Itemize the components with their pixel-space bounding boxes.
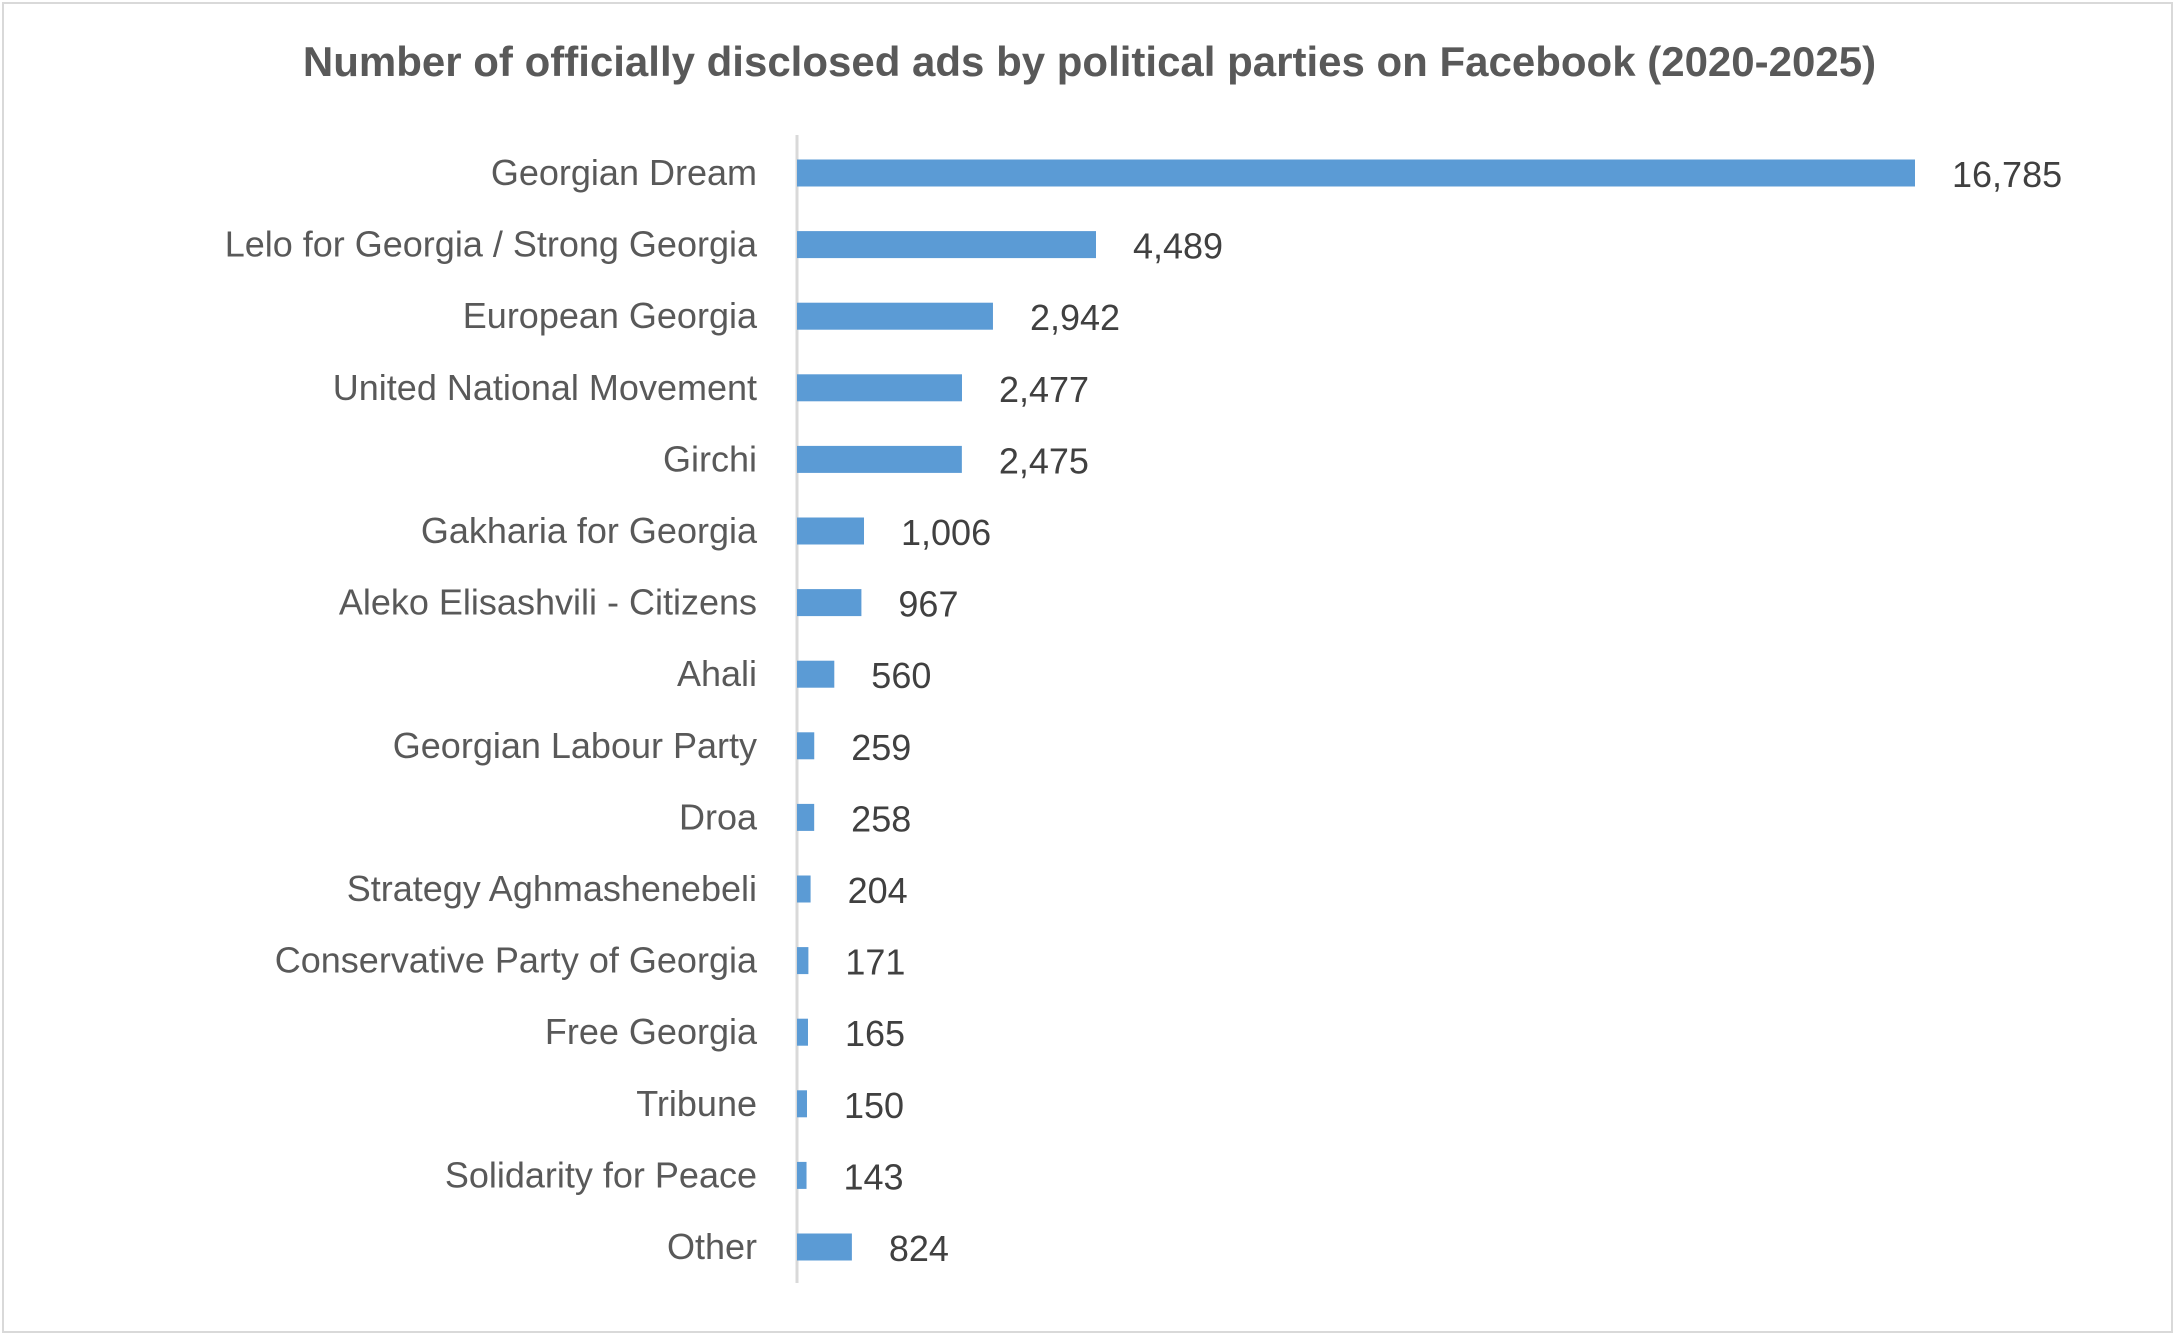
bar-georgian-labour-party: [797, 732, 815, 760]
category-label: Ahali: [677, 653, 757, 694]
bar-strategy-aghmashenebeli: [797, 875, 811, 903]
data-label: 2,475: [999, 440, 1089, 481]
category-label: Solidarity for Peace: [445, 1154, 757, 1195]
category-label: Tribune: [636, 1083, 757, 1124]
bar-girchi: [797, 445, 962, 473]
category-label: Free Georgia: [545, 1011, 758, 1052]
bar-georgian-dream: [797, 159, 1915, 187]
data-label: 1,006: [901, 512, 991, 553]
category-label: Gakharia for Georgia: [421, 510, 758, 551]
data-label: 204: [848, 870, 908, 911]
category-label: Georgian Labour Party: [393, 725, 757, 766]
bar-aleko-elisashvili-citizens: [797, 589, 862, 617]
bars-group: [797, 159, 1915, 1261]
category-label: Georgian Dream: [491, 152, 757, 193]
category-label: Conservative Party of Georgia: [275, 940, 758, 981]
category-label: Droa: [679, 796, 758, 837]
category-label: European Georgia: [463, 295, 758, 336]
bar-ahali: [797, 660, 835, 688]
category-label: Aleko Elisashvili - Citizens: [339, 582, 757, 623]
category-label: United National Movement: [333, 367, 757, 408]
bar-other: [797, 1233, 852, 1261]
data-label: 258: [851, 798, 911, 839]
data-label: 16,785: [1952, 154, 2062, 195]
category-label: Other: [667, 1226, 757, 1267]
data-label: 2,942: [1030, 297, 1120, 338]
bar-conservative-party-of-georgia: [797, 947, 809, 975]
category-label: Strategy Aghmashenebeli: [347, 868, 757, 909]
data-label: 2,477: [999, 369, 1089, 410]
bar-free-georgia: [797, 1018, 808, 1046]
data-label: 560: [871, 655, 931, 696]
bar-solidarity-for-peace: [797, 1161, 807, 1189]
data-label: 165: [845, 1013, 905, 1054]
data-label: 171: [845, 942, 905, 983]
data-label: 259: [851, 727, 911, 768]
category-labels: Georgian Dream Lelo for Georgia / Strong …: [225, 152, 758, 1267]
data-label: 143: [844, 1156, 904, 1197]
data-label: 824: [889, 1228, 949, 1269]
data-label: 967: [898, 584, 958, 625]
category-label: Lelo for Georgia / Strong Georgia: [225, 224, 758, 265]
bar-lelo-for-georgia-strong-georgia: [797, 231, 1096, 259]
bar-tribune: [797, 1090, 807, 1118]
bar-european-georgia: [797, 302, 993, 330]
bar-droa: [797, 803, 815, 831]
category-label: Girchi: [663, 438, 757, 479]
data-label: 4,489: [1133, 226, 1223, 267]
data-label: 150: [844, 1085, 904, 1126]
bar-united-national-movement: [797, 374, 962, 402]
bar-gakharia-for-georgia: [797, 517, 865, 545]
chart-title: Number of officially disclosed ads by po…: [302, 38, 1877, 85]
